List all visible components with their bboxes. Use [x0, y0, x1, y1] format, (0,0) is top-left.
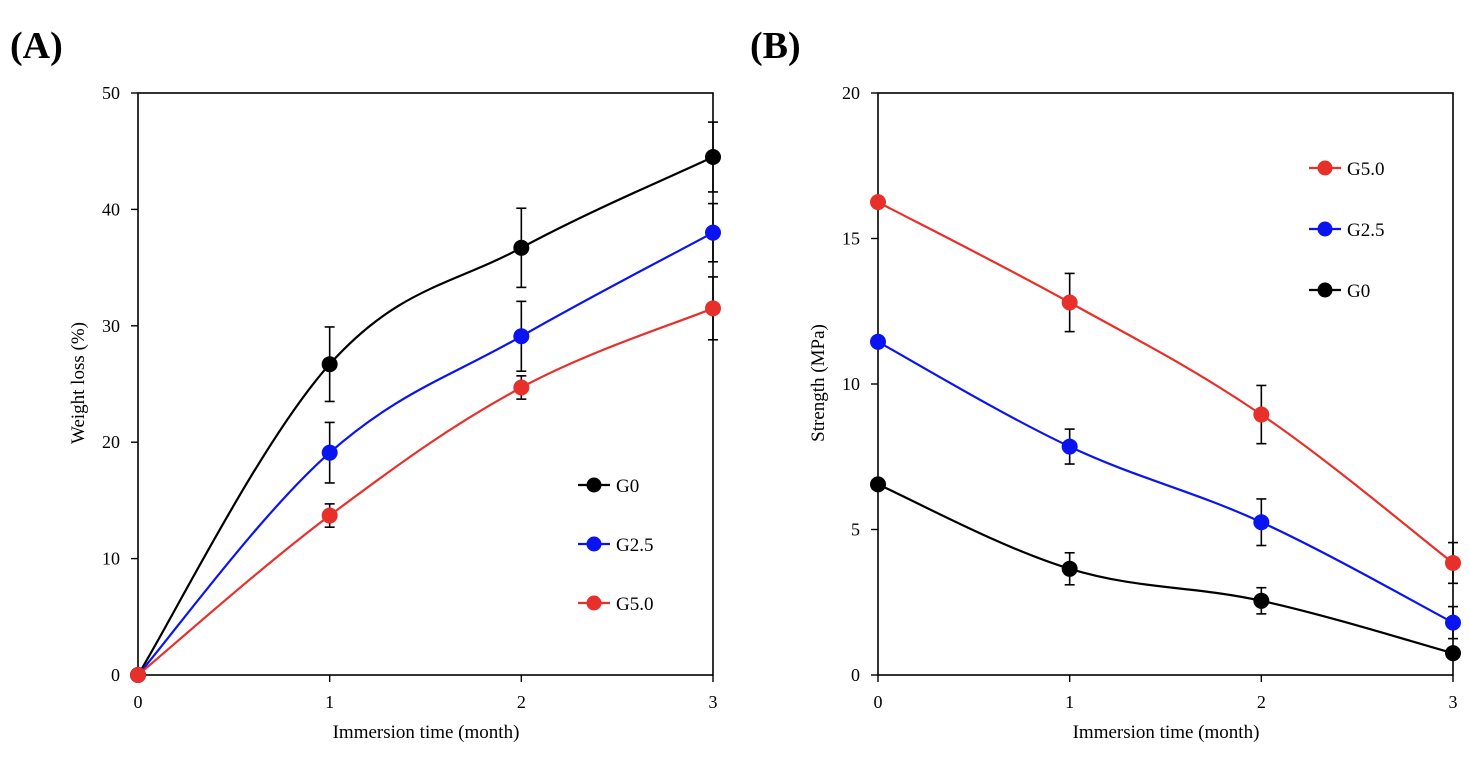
- panel-b-data-point-g2-5: [1061, 438, 1078, 455]
- panel-a-data-point-g0: [705, 149, 721, 166]
- panel-b-y-tick-label: 5: [851, 520, 860, 540]
- panel-b-x-tick-label: 2: [1257, 692, 1266, 712]
- panel-a-series-g2-5-line: [137, 231, 714, 676]
- panel-b-y-tick-label: 10: [842, 374, 860, 394]
- panel-a-x-tick-label: 3: [709, 692, 718, 712]
- panel-a-legend-marker-g2-5: [586, 536, 602, 552]
- panel-a-plot-frame: [137, 92, 714, 676]
- panel-b-x-axis-title: Immersion time (month): [1073, 722, 1260, 743]
- panel-a-legend-marker-g0: [586, 477, 602, 493]
- panel-a-data-point-g5-0: [513, 379, 530, 396]
- panel-a-x-tick-label: 1: [325, 692, 334, 712]
- panel-b-x-tick-label: 1: [1065, 692, 1074, 712]
- panel-b-x-tick-label: 3: [1449, 692, 1458, 712]
- panel-a-y-tick-label: 30: [102, 316, 120, 336]
- panel-b-legend-marker-g0: [1317, 282, 1333, 298]
- panel-a-y-tick-label: 0: [111, 665, 120, 685]
- panel-b-series-g5-0-line: [877, 201, 1454, 564]
- panel-a-legend-label-g0: G0: [616, 476, 639, 497]
- panel-b-data-point-g5-0: [1253, 406, 1270, 423]
- panel-a-data-point-g5-0: [705, 300, 721, 317]
- panel-b-chart: (B) 0 5 10 15 20 0 1 2 3 G5.0 G2.5 G0 Immersion tim…: [750, 25, 1461, 743]
- panel-b-y-axis-title: Strength (MPa): [808, 324, 829, 442]
- panel-a-y-tick-label: 40: [102, 199, 120, 219]
- panel-a-data-point-g5-0: [321, 507, 338, 524]
- panel-a-data-point-g0: [321, 356, 338, 373]
- panel-b-data-point-g0: [1253, 592, 1270, 609]
- panel-a-legend-label-g5-0: G5.0: [616, 594, 653, 615]
- panel-b-legend-label-g5-0: G5.0: [1347, 159, 1384, 180]
- panel-a-x-axis-title: Immersion time (month): [333, 722, 520, 743]
- panel-b-data-point-g2-5: [1445, 614, 1461, 631]
- panel-b-legend-marker-g5-0: [1317, 160, 1333, 176]
- panel-b-legend-label-g2-5: G2.5: [1347, 220, 1384, 241]
- panel-b-data-point-g5-0: [870, 194, 886, 211]
- panel-b-data-point-g2-5: [870, 333, 886, 350]
- panel-b-data-point-g0: [1061, 560, 1078, 577]
- panel-b-series-g2-5-line: [877, 340, 1454, 624]
- panel-a-legend-label-g2-5: G2.5: [616, 535, 653, 556]
- panel-a-data-point-g2-5: [513, 328, 530, 345]
- panel-a-legend-marker-g5-0: [586, 595, 602, 611]
- panel-a-y-axis-title: Weight loss (%): [68, 322, 89, 444]
- panel-a-x-tick-label: 2: [517, 692, 526, 712]
- panel-b-data-point-g0: [870, 476, 886, 493]
- panel-b-data-point-g2-5: [1253, 514, 1270, 531]
- panel-b-label: (B): [750, 25, 801, 67]
- panel-a-series-g5-0-line: [137, 307, 714, 676]
- panel-a-data-point-g2-5: [705, 224, 721, 241]
- panel-a-x-tick-label: 0: [134, 692, 143, 712]
- panel-a-y-tick-label: 20: [102, 432, 120, 452]
- panel-a-y-tick-label: 10: [102, 549, 120, 569]
- panel-b-legend-marker-g2-5: [1317, 221, 1333, 237]
- panel-b-y-tick-label: 20: [842, 83, 860, 103]
- panel-a-series-g0-line: [137, 156, 714, 676]
- panel-a-y-tick-label: 50: [102, 83, 120, 103]
- panel-b-marks: 0 5 10 15 20 0 1 2 3 G5.0 G2.5 G0: [842, 83, 1461, 712]
- panel-b-data-point-g5-0: [1445, 554, 1461, 571]
- panel-a-data-point-g2-5: [321, 444, 338, 461]
- panel-b-series-g0-line: [877, 483, 1454, 655]
- panel-a-chart: (A) 0 10 20 30 40 50 0 1 2 3 G0 G2.5 G5.0 Immersion …: [10, 25, 721, 743]
- panel-a-data-point-g5-0: [130, 667, 146, 683]
- panel-b-y-tick-label: 0: [851, 665, 860, 685]
- panel-a-data-point-g0: [513, 239, 530, 256]
- panel-b-x-tick-label: 0: [874, 692, 883, 712]
- panel-b-legend-label-g0: G0: [1347, 281, 1370, 302]
- panel-b-data-point-g5-0: [1061, 294, 1078, 311]
- panel-b-data-point-g0: [1445, 645, 1461, 662]
- panel-a-marks: 0 10 20 30 40 50 0 1 2 3 G0 G2.5 G5.0: [102, 83, 721, 712]
- panel-b-y-tick-label: 15: [842, 229, 860, 249]
- panel-a-label: (A): [10, 25, 63, 67]
